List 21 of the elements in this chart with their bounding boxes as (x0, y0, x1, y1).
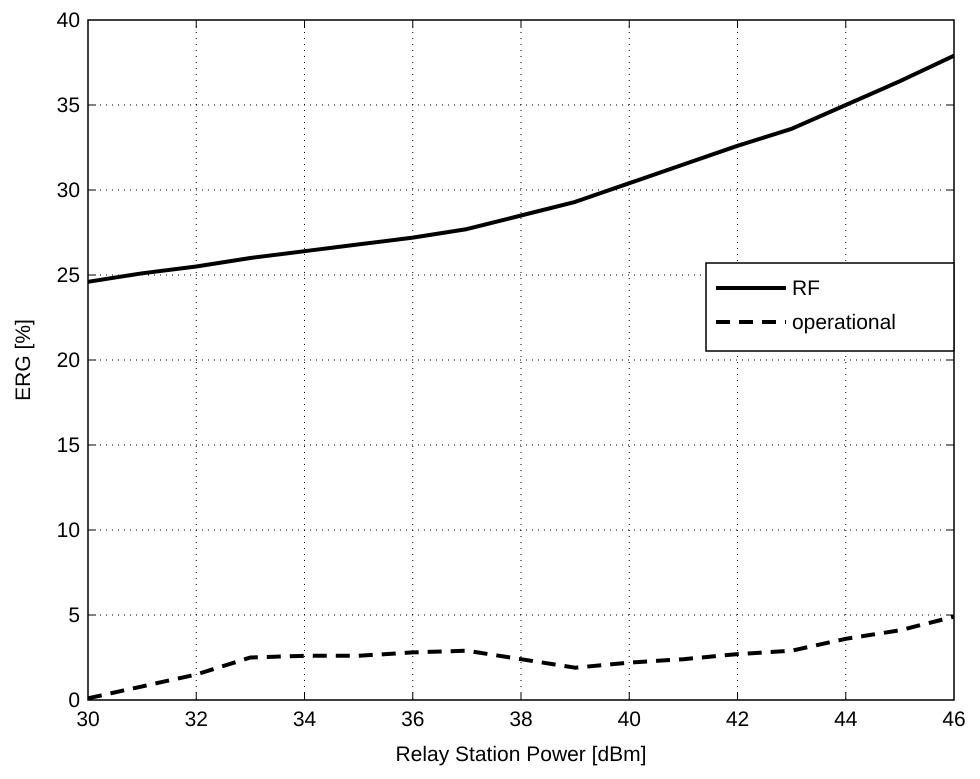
y-tick-label: 0 (68, 689, 80, 712)
y-axis-title: ERG [%] (12, 319, 35, 401)
y-tick-label: 20 (56, 349, 80, 372)
x-tick-label: 32 (184, 708, 208, 731)
x-axis-title: Relay Station Power [dBm] (396, 743, 646, 766)
y-tick-label: 40 (56, 9, 80, 32)
x-tick-label: 36 (401, 708, 424, 731)
legend-label: RF (792, 277, 820, 300)
x-tick-label: 46 (942, 708, 966, 731)
x-tick-label: 40 (618, 708, 641, 731)
y-tick-label: 35 (56, 94, 80, 117)
x-tick-label: 34 (292, 708, 316, 731)
y-tick-label: 10 (56, 519, 80, 542)
y-tick-label: 30 (56, 179, 80, 202)
y-tick-label: 5 (68, 604, 80, 627)
x-tick-label: 38 (509, 708, 533, 731)
y-tick-label: 25 (56, 264, 80, 287)
legend-label: operational (792, 311, 896, 334)
x-tick-label: 44 (834, 708, 858, 731)
x-tick-label: 42 (726, 708, 750, 731)
y-tick-label: 15 (56, 434, 80, 457)
